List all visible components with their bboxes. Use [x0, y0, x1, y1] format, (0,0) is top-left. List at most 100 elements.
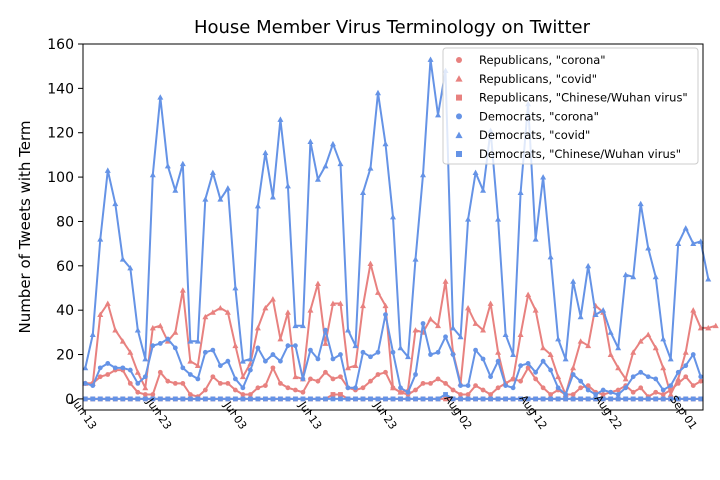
data-point: [427, 316, 434, 322]
data-point: [270, 352, 276, 357]
data-point: [555, 385, 561, 391]
data-point: [284, 309, 291, 315]
data-point: [465, 392, 471, 397]
data-point: [630, 396, 636, 402]
data-point: [210, 374, 216, 380]
data-point: [533, 369, 539, 375]
data-point: [540, 396, 546, 402]
data-point: [473, 383, 478, 388]
data-point: [638, 385, 644, 391]
legend-label: Democrats, "corona": [479, 109, 599, 123]
data-point: [607, 351, 614, 357]
data-point: [360, 385, 366, 391]
data-point: [165, 378, 171, 384]
data-point: [428, 396, 433, 402]
data-point: [637, 200, 644, 207]
data-point: [255, 385, 261, 391]
data-point: [180, 380, 186, 386]
data-point: [255, 345, 261, 351]
data-point: [630, 349, 637, 355]
data-point: [209, 309, 216, 315]
data-point: [97, 236, 104, 242]
data-point: [488, 392, 493, 397]
data-point: [195, 396, 201, 402]
data-point: [299, 322, 306, 329]
data-point: [690, 240, 697, 247]
data-point: [338, 352, 343, 357]
data-point: [668, 383, 674, 388]
data-point: [157, 396, 163, 402]
data-point: [104, 300, 111, 306]
data-point: [277, 336, 284, 342]
data-point: [510, 375, 517, 382]
y-tick-label: 80: [56, 214, 74, 230]
data-point: [323, 327, 328, 333]
legend-label: Democrats, "Chinese/Wuhan virus": [479, 147, 681, 161]
data-point: [525, 365, 531, 371]
data-point: [525, 396, 531, 402]
data-point: [278, 380, 283, 386]
data-point: [292, 322, 299, 329]
data-point: [667, 391, 674, 397]
data-point: [330, 396, 336, 402]
data-point: [127, 380, 133, 386]
data-point: [300, 396, 306, 402]
data-point: [480, 387, 486, 393]
data-point: [570, 372, 576, 377]
data-point: [209, 169, 216, 176]
data-point: [285, 385, 291, 391]
data-point: [202, 396, 208, 402]
data-point: [585, 262, 592, 269]
data-point: [562, 355, 569, 362]
data-point: [359, 189, 366, 196]
data-point: [353, 385, 358, 391]
data-point: [443, 380, 448, 386]
data-point: [398, 396, 403, 402]
data-point: [165, 396, 171, 402]
data-point: [413, 387, 418, 393]
data-point: [660, 392, 666, 397]
data-point: [142, 392, 148, 397]
data-point: [359, 302, 366, 309]
data-point: [652, 273, 659, 280]
data-point: [653, 376, 659, 382]
data-point: [570, 278, 577, 284]
data-point: [458, 396, 463, 402]
data-point: [165, 336, 171, 342]
series-democrat-circle: [82, 312, 704, 397]
data-point: [390, 349, 396, 355]
data-point: [315, 396, 321, 402]
data-point: [547, 253, 554, 260]
data-point: [194, 338, 201, 344]
data-point: [683, 363, 689, 369]
data-point: [397, 389, 404, 395]
data-point: [112, 327, 119, 333]
data-point: [683, 374, 689, 380]
data-point: [592, 311, 599, 318]
data-point: [375, 349, 381, 355]
data-point: [300, 376, 306, 382]
data-point: [563, 392, 569, 397]
data-point: [525, 361, 531, 366]
data-point: [278, 358, 283, 364]
data-point: [224, 309, 231, 315]
data-point: [157, 322, 164, 329]
data-point: [570, 396, 576, 402]
data-point: [615, 387, 621, 393]
data-point: [315, 356, 321, 362]
data-point: [202, 313, 209, 320]
data-point: [142, 374, 148, 380]
data-point: [367, 260, 374, 266]
data-point: [119, 338, 126, 344]
data-point: [240, 396, 246, 402]
data-point: [645, 374, 651, 380]
data-point: [675, 240, 682, 247]
data-point: [217, 363, 223, 369]
data-point: [374, 289, 381, 295]
legend-label: Republicans, "covid": [479, 72, 597, 86]
data-point: [375, 372, 381, 377]
data-point: [698, 378, 704, 384]
data-point: [593, 396, 599, 402]
data-point: [269, 296, 276, 302]
data-point: [510, 385, 516, 391]
